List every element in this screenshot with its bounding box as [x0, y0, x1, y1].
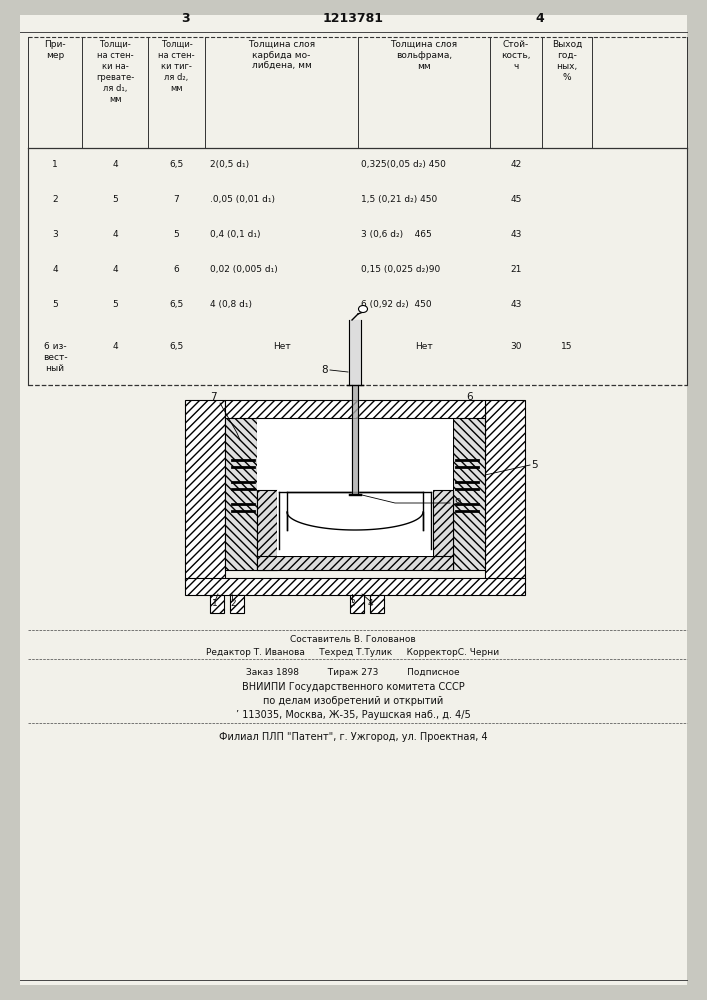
Text: по делам изобретений и открытий: по делам изобретений и открытий — [263, 696, 443, 706]
Bar — [185, 578, 525, 595]
Text: Стой-
кость,
ч: Стой- кость, ч — [501, 40, 531, 71]
Text: 6 из-
вест-
ный: 6 из- вест- ный — [42, 342, 67, 373]
Bar — [257, 490, 277, 570]
Text: 6 (0,92 d₂)  450: 6 (0,92 d₂) 450 — [361, 300, 432, 309]
Text: 4: 4 — [536, 11, 544, 24]
Ellipse shape — [358, 306, 368, 312]
Text: 1: 1 — [212, 599, 218, 608]
Text: 2: 2 — [52, 195, 58, 204]
Text: 0,02 (0,005 d₁): 0,02 (0,005 d₁) — [210, 265, 278, 274]
Text: Толщи-
на стен-
ки на-
гревате-
ля d₁,
мм: Толщи- на стен- ки на- гревате- ля d₁, м… — [96, 40, 134, 104]
Text: 8: 8 — [322, 365, 328, 375]
Text: 7: 7 — [210, 392, 216, 402]
Text: 6,5: 6,5 — [170, 160, 184, 169]
Bar — [225, 400, 485, 418]
Text: 43: 43 — [510, 230, 522, 239]
Bar — [485, 400, 525, 580]
Bar — [230, 595, 244, 613]
Text: 42: 42 — [510, 160, 522, 169]
Text: 4 (0,8 d₁): 4 (0,8 d₁) — [210, 300, 252, 309]
Bar — [277, 490, 433, 556]
Text: При-
мер: При- мер — [44, 40, 66, 60]
Bar — [185, 400, 225, 580]
Text: 4: 4 — [112, 342, 118, 351]
Text: 5: 5 — [532, 460, 538, 470]
Text: Толщи-
на стен-
ки тиг-
ля d₂,
мм: Толщи- на стен- ки тиг- ля d₂, мм — [158, 40, 195, 93]
Text: Филиал ПЛП "Патент", г. Ужгород, ул. Проектная, 4: Филиал ПЛП "Патент", г. Ужгород, ул. Про… — [218, 732, 487, 742]
Text: 3: 3 — [181, 11, 189, 24]
Text: 3 (0,6 d₂)    465: 3 (0,6 d₂) 465 — [361, 230, 432, 239]
Bar — [453, 415, 485, 570]
Text: 0,325(0,05 d₂) 450: 0,325(0,05 d₂) 450 — [361, 160, 446, 169]
Text: 2(0,5 d₁): 2(0,5 d₁) — [210, 160, 249, 169]
Bar — [350, 595, 364, 613]
Text: 5: 5 — [52, 300, 58, 309]
Bar — [257, 556, 453, 570]
Text: 1: 1 — [52, 160, 58, 169]
Text: 1,5 (0,21 d₂) 450: 1,5 (0,21 d₂) 450 — [361, 195, 437, 204]
Text: 5: 5 — [174, 230, 180, 239]
Text: 5: 5 — [112, 300, 118, 309]
Text: Редактор Т. Иванова     Техред Т.Тулик     КорректорС. Черни: Редактор Т. Иванова Техред Т.Тулик Корре… — [206, 648, 500, 657]
Text: Нет: Нет — [273, 342, 291, 351]
Text: 3: 3 — [349, 599, 355, 608]
Text: 6,5: 6,5 — [170, 300, 184, 309]
Text: Выход
год-
ных,
%: Выход год- ных, % — [551, 40, 582, 82]
Text: ВНИИПИ Государственного комитета СССР: ВНИИПИ Государственного комитета СССР — [242, 682, 464, 692]
Text: 30: 30 — [510, 342, 522, 351]
Text: 0,4 (0,1 d₁): 0,4 (0,1 d₁) — [210, 230, 260, 239]
Bar — [370, 595, 384, 613]
Text: 6: 6 — [174, 265, 180, 274]
Text: 21: 21 — [510, 265, 522, 274]
Text: .0,05 (0,01 d₁): .0,05 (0,01 d₁) — [210, 195, 275, 204]
Polygon shape — [352, 385, 358, 494]
Text: 2: 2 — [230, 599, 236, 608]
Text: 43: 43 — [510, 300, 522, 309]
Text: 4: 4 — [52, 265, 58, 274]
Text: 7: 7 — [174, 195, 180, 204]
Text: 3: 3 — [52, 230, 58, 239]
Bar — [210, 595, 224, 613]
Text: 1213781: 1213781 — [322, 11, 383, 24]
Text: Составитель В. Голованов: Составитель В. Голованов — [290, 635, 416, 644]
Text: 5: 5 — [112, 195, 118, 204]
Text: 4: 4 — [112, 230, 118, 239]
Text: Заказ 1898          Тираж 273          Подписное: Заказ 1898 Тираж 273 Подписное — [246, 668, 460, 677]
Bar — [257, 415, 453, 570]
Text: 15: 15 — [561, 342, 573, 351]
Polygon shape — [349, 320, 361, 385]
Text: 45: 45 — [510, 195, 522, 204]
Text: 6: 6 — [467, 392, 473, 402]
Text: Толщина слоя
вольфрама,
мм: Толщина слоя вольфрама, мм — [390, 40, 457, 71]
Text: ’ 113035, Москва, Ж-35, Раушская наб., д. 4/5: ’ 113035, Москва, Ж-35, Раушская наб., д… — [235, 710, 470, 720]
Text: Нет: Нет — [415, 342, 433, 351]
Text: 4: 4 — [367, 599, 373, 608]
Text: 4: 4 — [112, 265, 118, 274]
Bar — [225, 415, 257, 570]
Bar — [433, 490, 453, 570]
Text: 4: 4 — [112, 160, 118, 169]
Text: 0,15 (0,025 d₂)90: 0,15 (0,025 d₂)90 — [361, 265, 440, 274]
Text: 6,5: 6,5 — [170, 342, 184, 351]
Text: Толщина слоя
карбида мо-
либдена, мм: Толщина слоя карбида мо- либдена, мм — [248, 40, 315, 71]
Text: 9: 9 — [455, 498, 461, 508]
